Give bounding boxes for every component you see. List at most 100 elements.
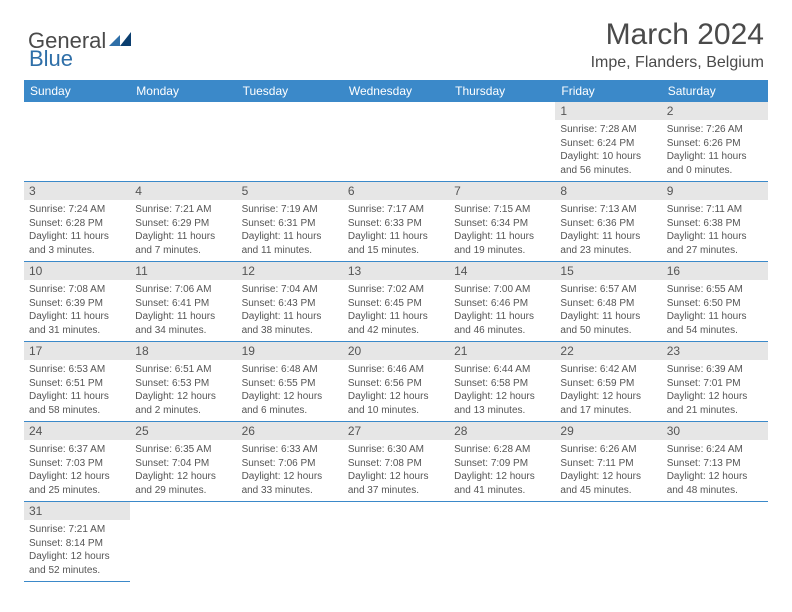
calendar-cell xyxy=(24,102,130,182)
day-number: 22 xyxy=(555,342,661,360)
day-number: 3 xyxy=(24,182,130,200)
day-details: Sunrise: 6:46 AMSunset: 6:56 PMDaylight:… xyxy=(343,360,449,421)
day-number: 29 xyxy=(555,422,661,440)
calendar-cell: 30Sunrise: 6:24 AMSunset: 7:13 PMDayligh… xyxy=(662,422,768,502)
day-details: Sunrise: 6:30 AMSunset: 7:08 PMDaylight:… xyxy=(343,440,449,501)
day-number: 17 xyxy=(24,342,130,360)
day-details: Sunrise: 7:28 AMSunset: 6:24 PMDaylight:… xyxy=(555,120,661,181)
day-details: Sunrise: 7:26 AMSunset: 6:26 PMDaylight:… xyxy=(662,120,768,181)
day-number: 2 xyxy=(662,102,768,120)
calendar-cell: 28Sunrise: 6:28 AMSunset: 7:09 PMDayligh… xyxy=(449,422,555,502)
day-details: Sunrise: 7:21 AMSunset: 8:14 PMDaylight:… xyxy=(24,520,130,581)
calendar-row: 24Sunrise: 6:37 AMSunset: 7:03 PMDayligh… xyxy=(24,422,768,502)
day-details: Sunrise: 6:53 AMSunset: 6:51 PMDaylight:… xyxy=(24,360,130,421)
month-title: March 2024 xyxy=(591,18,764,52)
day-details: Sunrise: 7:04 AMSunset: 6:43 PMDaylight:… xyxy=(237,280,343,341)
calendar-cell: 17Sunrise: 6:53 AMSunset: 6:51 PMDayligh… xyxy=(24,342,130,422)
day-details: Sunrise: 7:02 AMSunset: 6:45 PMDaylight:… xyxy=(343,280,449,341)
calendar-row: 31Sunrise: 7:21 AMSunset: 8:14 PMDayligh… xyxy=(24,502,768,582)
day-details: Sunrise: 6:24 AMSunset: 7:13 PMDaylight:… xyxy=(662,440,768,501)
day-number: 20 xyxy=(343,342,449,360)
day-number: 12 xyxy=(237,262,343,280)
day-details: Sunrise: 6:28 AMSunset: 7:09 PMDaylight:… xyxy=(449,440,555,501)
day-details: Sunrise: 6:33 AMSunset: 7:06 PMDaylight:… xyxy=(237,440,343,501)
day-details: Sunrise: 6:44 AMSunset: 6:58 PMDaylight:… xyxy=(449,360,555,421)
calendar-cell: 9Sunrise: 7:11 AMSunset: 6:38 PMDaylight… xyxy=(662,182,768,262)
calendar-table: Sunday Monday Tuesday Wednesday Thursday… xyxy=(24,80,768,582)
day-number: 31 xyxy=(24,502,130,520)
day-details: Sunrise: 7:06 AMSunset: 6:41 PMDaylight:… xyxy=(130,280,236,341)
logo-text-blue: Blue xyxy=(29,46,73,71)
logo-flag-icon xyxy=(109,32,131,53)
day-number: 7 xyxy=(449,182,555,200)
weekday-header: Saturday xyxy=(662,80,768,102)
day-number: 28 xyxy=(449,422,555,440)
calendar-cell: 21Sunrise: 6:44 AMSunset: 6:58 PMDayligh… xyxy=(449,342,555,422)
day-number: 30 xyxy=(662,422,768,440)
calendar-cell: 10Sunrise: 7:08 AMSunset: 6:39 PMDayligh… xyxy=(24,262,130,342)
calendar-body: 1Sunrise: 7:28 AMSunset: 6:24 PMDaylight… xyxy=(24,102,768,582)
day-number: 16 xyxy=(662,262,768,280)
day-details: Sunrise: 6:35 AMSunset: 7:04 PMDaylight:… xyxy=(130,440,236,501)
calendar-cell: 5Sunrise: 7:19 AMSunset: 6:31 PMDaylight… xyxy=(237,182,343,262)
day-details: Sunrise: 7:17 AMSunset: 6:33 PMDaylight:… xyxy=(343,200,449,261)
calendar-cell xyxy=(237,502,343,582)
calendar-cell: 13Sunrise: 7:02 AMSunset: 6:45 PMDayligh… xyxy=(343,262,449,342)
calendar-cell: 26Sunrise: 6:33 AMSunset: 7:06 PMDayligh… xyxy=(237,422,343,502)
day-number: 1 xyxy=(555,102,661,120)
calendar-cell: 1Sunrise: 7:28 AMSunset: 6:24 PMDaylight… xyxy=(555,102,661,182)
day-number: 26 xyxy=(237,422,343,440)
day-number: 13 xyxy=(343,262,449,280)
calendar-cell: 6Sunrise: 7:17 AMSunset: 6:33 PMDaylight… xyxy=(343,182,449,262)
calendar-cell: 25Sunrise: 6:35 AMSunset: 7:04 PMDayligh… xyxy=(130,422,236,502)
day-details: Sunrise: 6:39 AMSunset: 7:01 PMDaylight:… xyxy=(662,360,768,421)
calendar-cell: 15Sunrise: 6:57 AMSunset: 6:48 PMDayligh… xyxy=(555,262,661,342)
day-details: Sunrise: 7:08 AMSunset: 6:39 PMDaylight:… xyxy=(24,280,130,341)
day-number: 18 xyxy=(130,342,236,360)
weekday-header-row: Sunday Monday Tuesday Wednesday Thursday… xyxy=(24,80,768,102)
day-number: 21 xyxy=(449,342,555,360)
calendar-cell: 2Sunrise: 7:26 AMSunset: 6:26 PMDaylight… xyxy=(662,102,768,182)
logo-blue-wrap: Blue xyxy=(28,46,73,72)
day-number: 11 xyxy=(130,262,236,280)
day-details: Sunrise: 6:48 AMSunset: 6:55 PMDaylight:… xyxy=(237,360,343,421)
calendar-cell: 27Sunrise: 6:30 AMSunset: 7:08 PMDayligh… xyxy=(343,422,449,502)
day-number: 4 xyxy=(130,182,236,200)
calendar-cell: 12Sunrise: 7:04 AMSunset: 6:43 PMDayligh… xyxy=(237,262,343,342)
weekday-header: Tuesday xyxy=(237,80,343,102)
calendar-cell: 16Sunrise: 6:55 AMSunset: 6:50 PMDayligh… xyxy=(662,262,768,342)
day-number: 27 xyxy=(343,422,449,440)
calendar-row: 17Sunrise: 6:53 AMSunset: 6:51 PMDayligh… xyxy=(24,342,768,422)
calendar-cell xyxy=(237,102,343,182)
day-number: 15 xyxy=(555,262,661,280)
weekday-header: Thursday xyxy=(449,80,555,102)
calendar-cell: 14Sunrise: 7:00 AMSunset: 6:46 PMDayligh… xyxy=(449,262,555,342)
calendar-cell xyxy=(343,502,449,582)
day-number: 23 xyxy=(662,342,768,360)
calendar-cell xyxy=(130,102,236,182)
day-details: Sunrise: 6:57 AMSunset: 6:48 PMDaylight:… xyxy=(555,280,661,341)
day-details: Sunrise: 7:13 AMSunset: 6:36 PMDaylight:… xyxy=(555,200,661,261)
calendar-cell xyxy=(343,102,449,182)
calendar-cell xyxy=(555,502,661,582)
day-number: 24 xyxy=(24,422,130,440)
calendar-cell: 18Sunrise: 6:51 AMSunset: 6:53 PMDayligh… xyxy=(130,342,236,422)
weekday-header: Wednesday xyxy=(343,80,449,102)
day-number: 6 xyxy=(343,182,449,200)
calendar-cell: 24Sunrise: 6:37 AMSunset: 7:03 PMDayligh… xyxy=(24,422,130,502)
day-details: Sunrise: 6:42 AMSunset: 6:59 PMDaylight:… xyxy=(555,360,661,421)
day-number: 25 xyxy=(130,422,236,440)
calendar-cell: 20Sunrise: 6:46 AMSunset: 6:56 PMDayligh… xyxy=(343,342,449,422)
day-details: Sunrise: 7:19 AMSunset: 6:31 PMDaylight:… xyxy=(237,200,343,261)
day-details: Sunrise: 7:21 AMSunset: 6:29 PMDaylight:… xyxy=(130,200,236,261)
calendar-cell: 19Sunrise: 6:48 AMSunset: 6:55 PMDayligh… xyxy=(237,342,343,422)
day-details: Sunrise: 6:26 AMSunset: 7:11 PMDaylight:… xyxy=(555,440,661,501)
calendar-cell: 22Sunrise: 6:42 AMSunset: 6:59 PMDayligh… xyxy=(555,342,661,422)
weekday-header: Monday xyxy=(130,80,236,102)
header: General March 2024 Impe, Flanders, Belgi… xyxy=(0,0,792,80)
calendar-cell: 4Sunrise: 7:21 AMSunset: 6:29 PMDaylight… xyxy=(130,182,236,262)
calendar-cell: 3Sunrise: 7:24 AMSunset: 6:28 PMDaylight… xyxy=(24,182,130,262)
weekday-header: Sunday xyxy=(24,80,130,102)
calendar-cell xyxy=(449,502,555,582)
day-details: Sunrise: 7:00 AMSunset: 6:46 PMDaylight:… xyxy=(449,280,555,341)
